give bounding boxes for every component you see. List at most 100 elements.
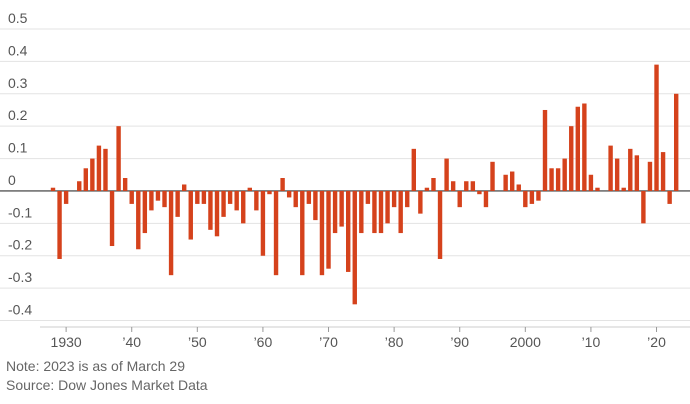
bar bbox=[346, 190, 351, 272]
bar bbox=[569, 126, 574, 191]
bar bbox=[457, 190, 462, 208]
bar bbox=[326, 190, 331, 269]
bar bbox=[260, 190, 266, 256]
bar bbox=[63, 190, 69, 204]
bar bbox=[477, 190, 482, 195]
bar bbox=[227, 190, 233, 204]
y-tick-label: 0.5 bbox=[8, 10, 28, 26]
bar bbox=[503, 174, 508, 191]
bar bbox=[162, 190, 167, 208]
bar bbox=[608, 145, 613, 191]
bar bbox=[116, 126, 121, 191]
bar bbox=[214, 190, 220, 237]
bar bbox=[175, 190, 180, 217]
note: Note: 2023 is as of March 29 bbox=[6, 358, 185, 374]
bar bbox=[444, 158, 449, 191]
bar bbox=[595, 187, 600, 191]
bar bbox=[365, 190, 371, 204]
bar bbox=[575, 106, 580, 191]
bar bbox=[103, 148, 108, 191]
bar bbox=[555, 168, 561, 191]
bar bbox=[634, 155, 640, 191]
bar bbox=[96, 145, 102, 191]
y-tick-label: -0.4 bbox=[8, 302, 32, 318]
source: Source: Dow Jones Market Data bbox=[6, 377, 208, 393]
bar bbox=[418, 190, 423, 214]
bar bbox=[267, 190, 272, 195]
bar bbox=[464, 181, 469, 191]
bar bbox=[221, 190, 226, 217]
bar bbox=[50, 187, 56, 191]
y-tick-label: 0.1 bbox=[8, 140, 28, 156]
bar bbox=[129, 190, 134, 204]
bar bbox=[109, 190, 115, 247]
bar bbox=[424, 187, 430, 191]
bar bbox=[280, 178, 285, 191]
bar bbox=[247, 187, 252, 191]
bar bbox=[411, 148, 416, 191]
bar bbox=[234, 190, 239, 211]
bar bbox=[122, 178, 128, 191]
x-tick-label: ’20 bbox=[647, 334, 666, 350]
bar bbox=[201, 190, 207, 204]
bar bbox=[313, 190, 318, 221]
bar bbox=[142, 190, 148, 234]
bar bbox=[628, 148, 633, 191]
bar bbox=[470, 181, 476, 191]
bar bbox=[372, 190, 377, 234]
bar bbox=[405, 190, 410, 208]
bar bbox=[306, 190, 312, 204]
bar bbox=[641, 190, 646, 224]
bar bbox=[149, 190, 154, 211]
bar bbox=[536, 190, 541, 201]
bar bbox=[490, 161, 495, 191]
bar bbox=[286, 190, 292, 198]
bar bbox=[77, 181, 82, 191]
bar bbox=[319, 190, 325, 276]
bar bbox=[208, 190, 213, 230]
bar bbox=[188, 190, 193, 240]
bar bbox=[155, 190, 161, 201]
bar bbox=[332, 190, 338, 234]
bar bbox=[300, 190, 305, 276]
bar bbox=[549, 168, 554, 191]
x-tick-label: ’70 bbox=[319, 334, 338, 350]
bar bbox=[90, 158, 95, 191]
bar bbox=[168, 190, 174, 276]
bar bbox=[621, 187, 626, 191]
bar bbox=[57, 190, 62, 259]
y-tick-label: -0.3 bbox=[8, 269, 32, 285]
bar bbox=[483, 190, 489, 208]
y-tick-label: 0.3 bbox=[8, 75, 28, 91]
bar bbox=[647, 161, 653, 191]
bar bbox=[398, 190, 403, 234]
x-tick-label: 1930 bbox=[51, 334, 82, 350]
y-tick-label: 0.2 bbox=[8, 107, 28, 123]
bar bbox=[542, 109, 548, 191]
bar bbox=[523, 190, 528, 208]
bar bbox=[182, 184, 187, 191]
bar bbox=[588, 174, 594, 191]
bar bbox=[674, 93, 679, 191]
y-tick-label: -0.2 bbox=[8, 237, 32, 253]
bar bbox=[378, 190, 384, 234]
y-tick-label: -0.1 bbox=[8, 204, 32, 220]
bar bbox=[83, 168, 88, 191]
x-tick-label: ’60 bbox=[254, 334, 273, 350]
bar bbox=[391, 190, 397, 208]
bar bbox=[437, 190, 443, 259]
x-tick-label: ’80 bbox=[385, 334, 404, 350]
bar bbox=[339, 190, 344, 227]
x-tick-label: 2000 bbox=[510, 334, 541, 350]
bar bbox=[562, 158, 567, 191]
bar bbox=[660, 152, 666, 191]
bar bbox=[254, 190, 259, 211]
x-tick-label: ’40 bbox=[122, 334, 141, 350]
x-tick-label: ’50 bbox=[188, 334, 207, 350]
bar bbox=[293, 190, 298, 208]
bar bbox=[359, 190, 364, 234]
bar bbox=[352, 190, 357, 305]
bar bbox=[385, 190, 390, 224]
bar bbox=[516, 184, 521, 191]
bar bbox=[273, 190, 279, 276]
